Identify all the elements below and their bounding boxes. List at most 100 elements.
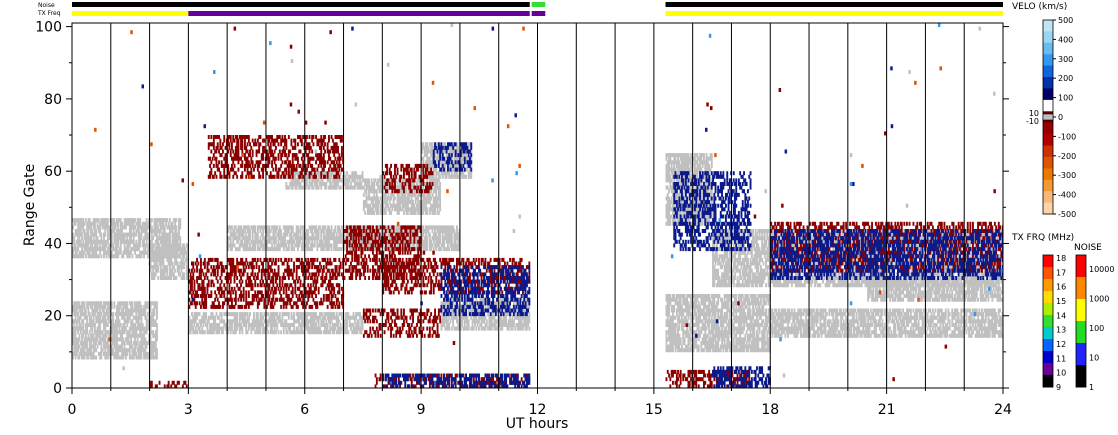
ground-scatter-cell — [162, 239, 165, 244]
ground-scatter-cell — [325, 323, 328, 328]
ground-scatter-cell — [83, 304, 86, 309]
ground-scatter-cell — [335, 185, 338, 190]
ground-scatter-cell — [83, 243, 86, 248]
ground-scatter-cell — [306, 178, 308, 183]
ground-scatter-cell — [341, 239, 343, 244]
ground-scatter-cell — [266, 232, 268, 237]
ground-scatter-cell — [127, 232, 130, 237]
ground-scatter-cell — [174, 239, 177, 244]
ground-scatter-cell — [94, 229, 96, 234]
ground-scatter-cell — [97, 326, 100, 331]
ground-scatter-cell — [166, 254, 169, 259]
ground-scatter-cell — [326, 239, 329, 244]
ground-scatter-cell — [238, 243, 241, 248]
ground-scatter-cell — [316, 247, 319, 252]
ground-scatter-cell — [170, 276, 173, 281]
ground-scatter-cell — [181, 276, 184, 281]
ground-scatter-cell — [161, 247, 164, 252]
ground-scatter-cell — [162, 265, 165, 270]
ground-scatter-cell — [175, 225, 178, 230]
ground-scatter-cell — [315, 326, 317, 331]
ground-scatter-cell — [428, 200, 431, 205]
ground-scatter-cell — [328, 247, 330, 252]
ground-scatter-cell — [149, 355, 152, 360]
ground-scatter-cell — [152, 344, 155, 349]
ground-scatter-cell — [169, 265, 171, 270]
ground-scatter-cell — [73, 304, 76, 309]
ground-scatter-cell — [143, 330, 145, 335]
ground-scatter-cell — [222, 319, 224, 324]
ground-scatter-cell — [198, 319, 201, 324]
ground-scatter-cell — [263, 239, 266, 244]
ground-scatter-cell — [159, 268, 162, 273]
ground-scatter-cell — [106, 337, 109, 342]
ground-scatter-cell — [290, 239, 293, 244]
ground-scatter-cell — [320, 312, 323, 317]
ground-scatter-cell — [74, 348, 77, 353]
ground-scatter-cell — [150, 229, 153, 234]
ground-scatter-cell — [153, 257, 156, 262]
ground-scatter-cell — [153, 265, 156, 270]
ground-scatter-cell — [114, 319, 117, 324]
ground-scatter-cell — [78, 232, 81, 237]
ground-scatter-cell — [278, 247, 281, 252]
ground-scatter-cell — [492, 312, 495, 317]
ground-scatter-cell — [96, 333, 99, 338]
ground-scatter-cell — [94, 312, 96, 317]
ground-scatter-cell — [262, 225, 264, 230]
ground-scatter-cell — [277, 239, 280, 244]
ground-scatter-cell — [156, 337, 158, 342]
ground-scatter-cell — [77, 312, 80, 317]
ground-scatter-cell — [147, 225, 149, 230]
ground-scatter-cell — [372, 232, 374, 237]
ground-scatter-cell — [95, 315, 98, 320]
ground-scatter-cell — [291, 225, 294, 230]
ground-scatter-cell — [97, 312, 100, 317]
ground-scatter-cell — [425, 203, 427, 208]
ground-scatter-cell — [118, 319, 121, 324]
ground-scatter-cell — [263, 243, 266, 248]
ground-scatter-cell — [178, 272, 180, 277]
ground-scatter-cell — [167, 247, 170, 252]
ground-scatter-cell — [150, 250, 153, 255]
ground-scatter-cell — [311, 182, 314, 187]
ground-scatter-cell — [135, 333, 138, 338]
ground-scatter-cell — [163, 225, 166, 230]
ground-scatter-cell — [334, 236, 337, 241]
ground-scatter-cell — [179, 218, 182, 223]
ground-scatter-cell — [125, 301, 127, 306]
ground-scatter-cell — [154, 239, 157, 244]
ground-scatter-cell — [172, 247, 175, 252]
ground-scatter-cell — [192, 330, 195, 335]
ground-scatter-cell — [75, 301, 78, 306]
ground-scatter-cell — [99, 355, 102, 360]
ground-scatter-cell — [100, 344, 103, 349]
ground-scatter-cell — [97, 239, 100, 244]
ground-scatter-cell — [147, 243, 149, 248]
ground-scatter-cell — [144, 315, 147, 320]
ground-scatter-cell — [145, 344, 148, 349]
ground-scatter-cell — [246, 229, 249, 234]
ground-scatter-cell — [117, 254, 120, 259]
ground-scatter-cell — [88, 330, 91, 335]
ground-scatter-cell — [100, 247, 103, 252]
ground-scatter-cell — [126, 250, 129, 255]
ground-scatter-cell — [260, 243, 263, 248]
ground-scatter-cell — [307, 236, 310, 241]
ground-scatter-cell — [137, 308, 140, 313]
ground-scatter-cell — [229, 312, 232, 317]
ground-scatter-cell — [79, 308, 82, 313]
ground-scatter-cell — [163, 236, 166, 241]
ground-scatter-cell — [139, 243, 142, 248]
ground-scatter-cell — [117, 301, 120, 306]
ground-scatter-cell — [334, 229, 337, 234]
ground-scatter-cell — [77, 337, 80, 342]
ground-scatter-cell — [136, 341, 139, 346]
ground-scatter-cell — [351, 247, 354, 252]
ground-scatter-cell — [150, 254, 153, 259]
ground-scatter-cell — [335, 330, 338, 335]
ground-scatter-cell — [478, 319, 480, 324]
ground-scatter-cell — [251, 326, 254, 331]
ground-scatter-cell — [130, 225, 133, 230]
ground-scatter-cell — [86, 355, 89, 360]
